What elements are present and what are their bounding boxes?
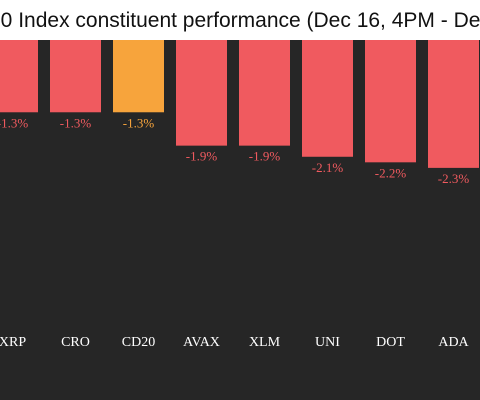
bar-xrp [0, 40, 38, 113]
bar-uni [302, 40, 353, 157]
category-label-ada: ADA [438, 335, 469, 350]
category-label-dot: DOT [376, 335, 405, 350]
category-label-xrp: XRP [0, 335, 26, 350]
value-label-avax: -1.9% [186, 149, 218, 164]
value-label-xlm: -1.9% [249, 149, 281, 164]
bar-avax [176, 40, 227, 146]
bar-xlm [239, 40, 290, 146]
value-label-cd20: -1.3% [123, 115, 155, 130]
bar-dot [365, 40, 416, 163]
category-label-cro: CRO [61, 335, 90, 350]
value-label-cro: -1.3% [60, 115, 92, 130]
value-label-dot: -2.2% [375, 165, 407, 180]
chart-title-bar: 20 Index constituent performance (Dec 16… [0, 0, 480, 40]
category-label-avax: AVAX [183, 335, 220, 350]
bar-ada [428, 40, 479, 168]
value-label-uni: -2.1% [312, 160, 344, 175]
bar-cro [50, 40, 101, 113]
value-label-ada: -2.3% [438, 171, 470, 186]
category-label-xlm: XLM [249, 335, 281, 350]
category-label-cd20: CD20 [122, 335, 155, 350]
value-label-xrp: -1.3% [0, 115, 28, 130]
chart-title: 20 Index constituent performance (Dec 16… [0, 9, 480, 32]
bar-cd20 [113, 40, 164, 113]
category-label-uni: UNI [315, 335, 340, 350]
